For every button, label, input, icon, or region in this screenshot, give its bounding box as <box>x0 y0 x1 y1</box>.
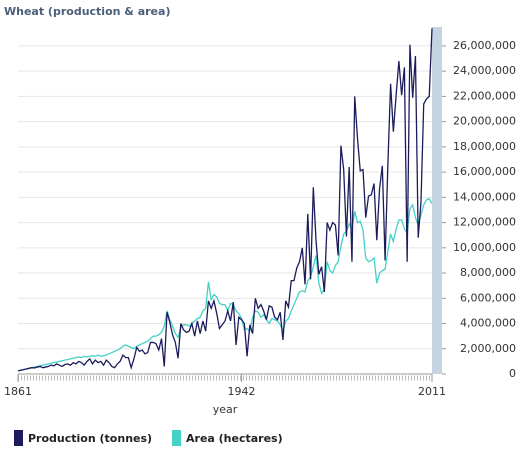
y-tick-label: 16,000,000 <box>453 165 516 178</box>
legend-swatch <box>14 430 23 446</box>
series-line <box>17 197 433 372</box>
y-tick-label: 18,000,000 <box>453 140 516 153</box>
x-tick-label: 1861 <box>4 385 32 398</box>
x-tick-label: 2011 <box>418 385 446 398</box>
grid <box>17 45 446 382</box>
legend-label: Production (tonnes) <box>28 432 152 445</box>
legend-label: Area (hectares) <box>186 432 283 445</box>
chart-title: Wheat (production & area) <box>4 5 170 18</box>
y-tick-label: 12,000,000 <box>453 216 516 229</box>
legend-swatch <box>172 430 181 446</box>
y-tick-label: 6,000,000 <box>460 291 516 304</box>
series-line <box>17 28 433 372</box>
x-axis-label: year <box>213 403 238 416</box>
y-tick-label: 0 <box>509 367 516 380</box>
y-tick-label: 24,000,000 <box>453 64 516 77</box>
axis-strip <box>432 27 442 374</box>
y-tick-label: 4,000,000 <box>460 317 516 330</box>
y-tick-label: 26,000,000 <box>453 39 516 52</box>
y-tick-label: 2,000,000 <box>460 342 516 355</box>
y-tick-label: 10,000,000 <box>453 241 516 254</box>
y-tick-label: 20,000,000 <box>453 115 516 128</box>
plot <box>17 28 433 372</box>
y-tick-label: 8,000,000 <box>460 266 516 279</box>
y-tick-label: 14,000,000 <box>453 190 516 203</box>
y-tick-label: 22,000,000 <box>453 89 516 102</box>
x-tick-label: 1942 <box>228 385 256 398</box>
